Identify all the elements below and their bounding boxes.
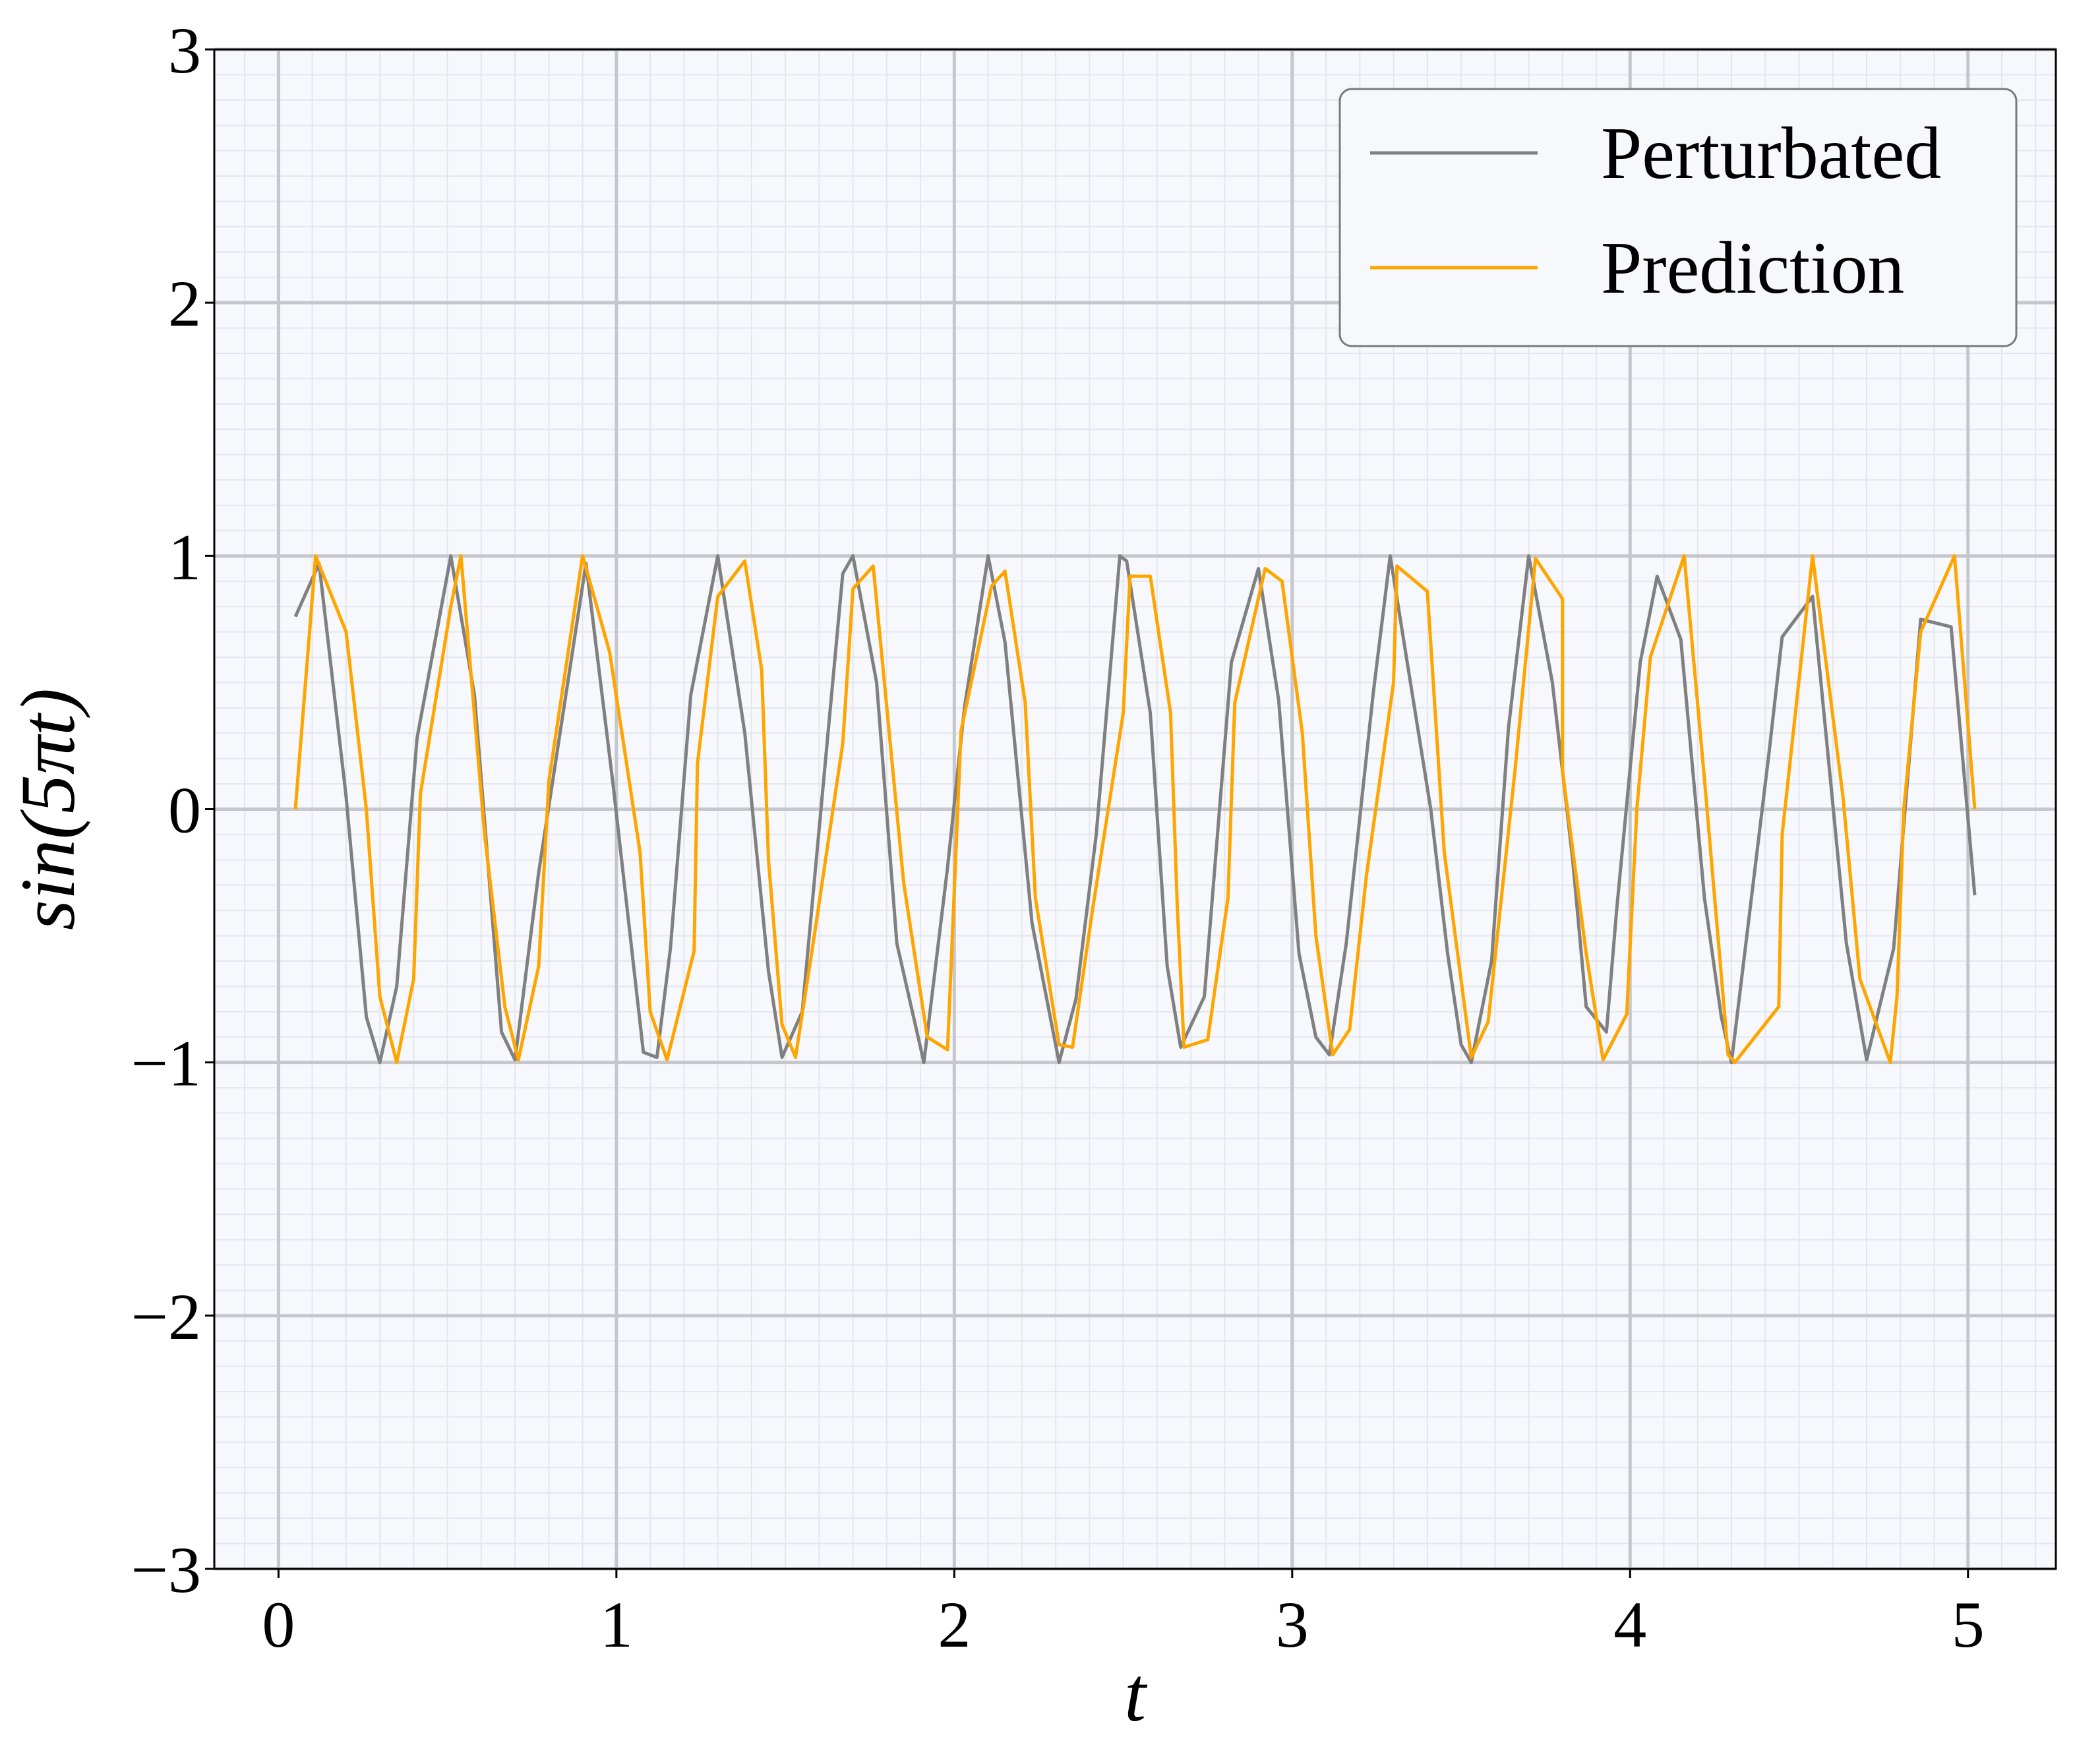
x-tick-label: 5 bbox=[1952, 1588, 1985, 1661]
y-tick-label: 0 bbox=[168, 774, 201, 847]
legend: Perturbated Prediction bbox=[1338, 88, 2018, 347]
legend-label: Perturbated bbox=[1601, 113, 1941, 194]
x-axis-label: t bbox=[1124, 1651, 1148, 1738]
y-axis-ticks: −3 −2 −1 0 1 2 3 bbox=[131, 14, 214, 1606]
x-axis-ticks: 0 1 2 3 4 5 bbox=[262, 1569, 1985, 1661]
y-tick-label: −3 bbox=[131, 1533, 201, 1606]
x-tick-label: 3 bbox=[1276, 1588, 1309, 1661]
y-tick-label: 2 bbox=[168, 267, 201, 340]
legend-label: Prediction bbox=[1601, 227, 1904, 309]
x-tick-label: 2 bbox=[938, 1588, 971, 1661]
series-line-1 bbox=[293, 554, 1977, 1065]
x-tick-label: 1 bbox=[600, 1588, 633, 1661]
y-tick-label: −2 bbox=[131, 1280, 201, 1353]
x-tick-label: 0 bbox=[262, 1588, 295, 1661]
y-tick-label: 1 bbox=[168, 520, 201, 593]
series-layer bbox=[293, 554, 1977, 1065]
y-axis-label: sin(5πt) bbox=[5, 688, 91, 930]
series-line-2 bbox=[293, 554, 1977, 1065]
y-tick-label: −1 bbox=[131, 1027, 201, 1100]
x-tick-label: 4 bbox=[1613, 1588, 1646, 1661]
y-tick-label: 3 bbox=[168, 14, 201, 87]
